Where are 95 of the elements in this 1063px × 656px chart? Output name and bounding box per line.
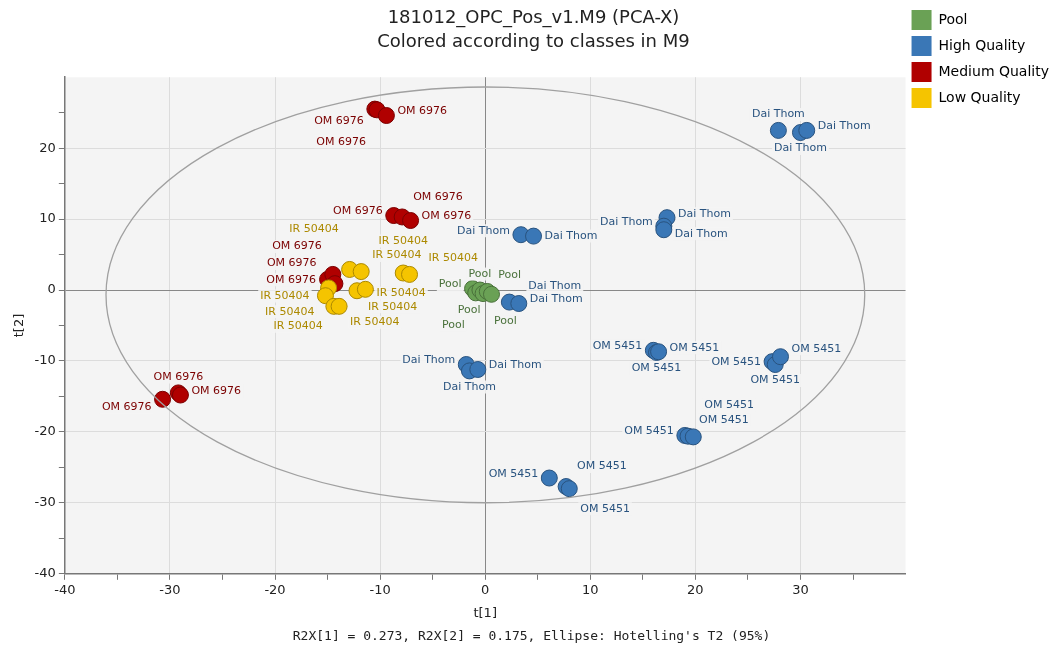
point [769, 121, 787, 139]
y-tick-label: -20 [34, 423, 56, 439]
y-axis-title: t[2] [11, 313, 27, 338]
data-label: OM 6976 [272, 239, 322, 253]
data-label: IR 50404 [350, 315, 400, 329]
data-label: IR 50404 [265, 304, 315, 318]
data-label: OM 6976 [333, 204, 383, 218]
data-label: IR 50404 [367, 299, 418, 313]
point [684, 428, 702, 446]
x-tick-label: -30 [159, 581, 181, 597]
x-axis-title: t[1] [473, 604, 497, 620]
point [356, 280, 374, 298]
data-label: IR 50404 [378, 233, 428, 247]
point [771, 348, 789, 366]
data-label: Dai Thom [442, 379, 496, 393]
point [154, 390, 172, 408]
y-tick-label: -10 [34, 352, 56, 368]
point [525, 227, 543, 245]
data-label: Pool [498, 268, 522, 282]
data-label: OM 6976 [153, 369, 204, 383]
y-tick-label: 10 [39, 210, 56, 226]
data-label: OM 5451 [711, 354, 762, 368]
data-label: IR 50404 [289, 222, 339, 236]
data-label: Dai Thom [528, 278, 582, 292]
point [469, 360, 487, 378]
legend-label: Low Quality [938, 88, 1021, 105]
x-tick-label: 30 [792, 581, 809, 597]
data-label: OM 5451 [704, 397, 754, 411]
x-tick-label: 20 [687, 581, 704, 597]
data-label: OM 6976 [413, 189, 463, 203]
data-label: IR 50404 [260, 288, 310, 302]
data-label: OM 5451 [669, 340, 720, 354]
data-label: Dai Thom [599, 215, 653, 229]
data-label: OM 6976 [397, 104, 448, 118]
data-label: OM 6976 [191, 383, 242, 397]
data-label: OM 5451 [791, 341, 842, 355]
point [798, 121, 816, 139]
data-label: IR 50404 [376, 286, 426, 300]
point [401, 265, 419, 283]
data-label: OM 6976 [101, 400, 152, 414]
data-label: OM 6976 [316, 134, 366, 148]
data-label: IR 50404 [372, 248, 422, 262]
data-label: Pool [468, 266, 492, 280]
data-label: OM 5451 [580, 501, 630, 515]
text: R2X[1] = 0.273, R2X[2] = 0.175, Ellipse: Hotelling's T2 (95%) [291, 628, 772, 643]
data-label: OM 6976 [266, 272, 316, 286]
data-label: OM 5451 [488, 466, 539, 480]
data-label: OM 5451 [577, 459, 627, 473]
data-label: Dai Thom [751, 107, 805, 121]
data-label: OM 6976 [421, 209, 472, 223]
point [316, 287, 334, 305]
data-label: OM 6976 [266, 256, 317, 270]
legend-label: Medium Quality [938, 62, 1050, 79]
data-label: Pool [438, 277, 462, 291]
data-label: Dai Thom [488, 358, 542, 372]
y-tick-label: -30 [34, 494, 56, 510]
data-label: Dai Thom [402, 353, 456, 367]
point [330, 297, 348, 315]
data-label: Pool [441, 317, 465, 331]
point [655, 221, 673, 239]
x-tick-label: -40 [54, 581, 76, 597]
data-label: Dai Thom [544, 228, 598, 242]
data-label: OM 5451 [699, 413, 749, 427]
data-label: IR 50404 [273, 319, 323, 333]
data-label: OM 6976 [314, 113, 364, 127]
data-label: Dai Thom [674, 226, 728, 240]
data-label: OM 5451 [592, 339, 643, 353]
x-tick-label: -10 [369, 581, 391, 597]
data-label: Dai Thom [817, 119, 871, 133]
y-tick-label: 20 [39, 139, 56, 155]
data-label: OM 5451 [750, 373, 801, 387]
chart-subtitle: Colored according to classes in M9 [377, 30, 690, 52]
x-tick-label: 0 [481, 581, 490, 597]
x-tick-label: 10 [582, 581, 599, 597]
x-tick-label: -20 [264, 581, 286, 597]
y-tick-label: 0 [47, 281, 56, 297]
point [377, 107, 395, 125]
data-label: IR 50404 [428, 251, 478, 265]
point [352, 263, 370, 281]
data-label: Pool [457, 303, 481, 317]
data-label: Dai Thom [529, 292, 583, 306]
data-label: Dai Thom [677, 206, 731, 220]
chart-title: 181012_OPC_Pos_v1.M9 (PCA-X) [387, 6, 680, 29]
data-label: Dai Thom [457, 223, 510, 237]
point [482, 285, 500, 303]
point [402, 212, 420, 230]
data-label: Dai Thom [774, 141, 827, 155]
legend-label: Pool [938, 10, 968, 27]
legend-label: High Quality [938, 36, 1026, 53]
data-label: Pool [494, 314, 517, 328]
data-label: OM 5451 [624, 424, 674, 438]
y-tick-label: -40 [34, 565, 56, 581]
point [510, 295, 528, 313]
point [540, 469, 558, 487]
data-label: OM 5451 [631, 361, 682, 375]
